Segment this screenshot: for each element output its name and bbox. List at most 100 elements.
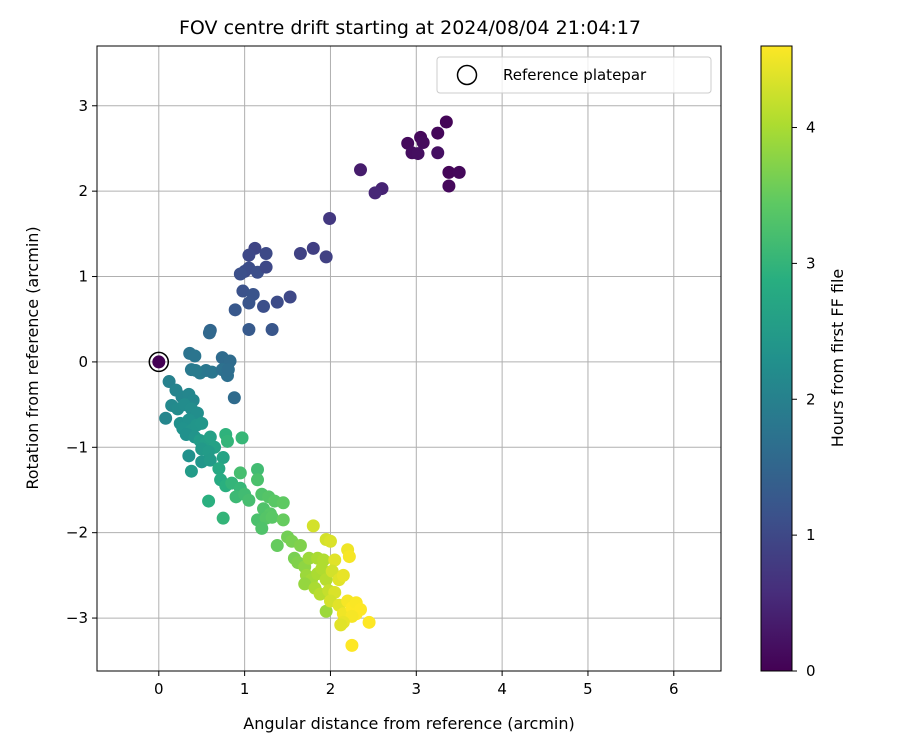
y-axis-ticks: −3 −2 −1 0 1 2 3: [66, 97, 97, 627]
scatter-point: [242, 248, 256, 262]
scatter-point: [342, 550, 356, 564]
reference-point: [152, 355, 166, 369]
y-axis-label: Rotation from reference (arcmin): [23, 226, 42, 489]
scatter-point: [257, 299, 271, 313]
colorbar-tick-label: 3: [806, 254, 816, 272]
axes-frame: [96, 45, 722, 672]
scatter-point: [306, 519, 320, 533]
scatter-point: [336, 568, 350, 582]
scatter-point: [184, 464, 198, 478]
colorbar-tick-label: 2: [806, 390, 816, 408]
grid-lines: [97, 46, 721, 671]
x-tick-label: 3: [412, 680, 422, 698]
scatter-point: [216, 451, 230, 465]
scatter-point: [431, 146, 445, 160]
scatter-points: [159, 115, 466, 652]
scatter-point: [442, 165, 456, 179]
x-tick-label: 4: [497, 680, 507, 698]
colorbar-tick-label: 1: [806, 526, 816, 544]
scatter-point: [368, 186, 382, 200]
scatter-point: [354, 163, 368, 177]
scatter-point: [293, 538, 307, 552]
scatter-point: [276, 513, 290, 527]
colorbar-tick-label: 4: [806, 119, 816, 137]
scatter-point: [216, 511, 230, 525]
scatter-point: [319, 250, 333, 264]
x-tick-label: 0: [154, 680, 164, 698]
scatter-point: [323, 211, 337, 225]
scatter-point: [270, 538, 284, 552]
scatter-point: [242, 493, 256, 507]
scatter-point: [442, 179, 456, 193]
scatter-point: [334, 618, 348, 632]
reference-marker-layer: [148, 351, 170, 373]
scatter-point: [452, 165, 466, 179]
scatter-point: [233, 466, 247, 480]
scatter-point: [189, 363, 203, 377]
scatter-point: [221, 363, 235, 377]
scatter-point: [293, 246, 307, 260]
scatter-point: [212, 462, 226, 476]
y-tick-label: 1: [78, 268, 88, 286]
scatter-point: [319, 604, 333, 618]
scatter-point: [416, 135, 430, 149]
y-tick-label: 0: [78, 353, 88, 371]
scatter-point: [251, 462, 265, 476]
x-tick-label: 1: [240, 680, 250, 698]
scatter-point: [323, 534, 337, 548]
x-tick-label: 6: [669, 680, 679, 698]
scatter-point: [270, 295, 284, 309]
scatter-point: [431, 126, 445, 140]
scatter-point: [283, 290, 297, 304]
scatter-point: [411, 147, 425, 161]
scatter-point: [251, 473, 265, 487]
scatter-point: [202, 326, 216, 340]
scatter-point: [306, 241, 320, 255]
chart-title: FOV centre drift starting at 2024/08/04 …: [179, 17, 641, 39]
y-tick-label: −3: [66, 609, 88, 627]
scatter-point: [265, 322, 279, 336]
legend: Reference platepar: [436, 56, 712, 94]
colorbar-tick-label: 0: [806, 662, 816, 680]
scatter-point: [182, 449, 196, 463]
scatter-point: [203, 430, 217, 444]
y-tick-label: −2: [66, 524, 88, 542]
scatter-point: [362, 615, 376, 629]
scatter-point: [227, 391, 241, 405]
scatter-point: [276, 496, 290, 510]
scatter-point: [235, 431, 249, 445]
scatter-point: [188, 349, 202, 363]
legend-reference-marker-icon: [456, 64, 478, 86]
x-axis-label: Angular distance from reference (arcmin): [243, 714, 574, 733]
y-tick-label: 3: [78, 97, 88, 115]
scatter-point: [205, 365, 219, 379]
scatter-point: [236, 284, 250, 298]
scatter-point: [315, 562, 329, 576]
scatter-point: [233, 267, 247, 281]
scatter-point: [265, 510, 279, 524]
scatter-point: [220, 434, 234, 448]
scatter-point: [159, 411, 173, 425]
scatter-point: [255, 521, 269, 535]
x-tick-label: 2: [326, 680, 336, 698]
scatter-point: [242, 322, 256, 336]
scatter-point: [259, 246, 273, 260]
scatter-point: [195, 416, 209, 430]
legend-label: Reference platepar: [503, 66, 647, 84]
y-tick-label: −1: [66, 438, 88, 456]
scatter-point: [439, 115, 453, 129]
y-tick-label: 2: [78, 182, 88, 200]
colorbar: [760, 45, 793, 672]
x-axis-ticks: 0 1 2 3 4 5 6: [154, 671, 679, 698]
scatter-point: [328, 553, 342, 567]
scatter-point: [202, 494, 216, 508]
scatter-point: [259, 260, 273, 274]
legend-box: [436, 56, 712, 94]
reference-platepar-marker: [148, 351, 170, 373]
colorbar-ticks: 0 1 2 3 4: [792, 119, 816, 680]
scatter-point: [242, 296, 256, 310]
scatter-point: [298, 577, 312, 591]
x-tick-label: 5: [583, 680, 593, 698]
scatter-point: [228, 303, 242, 317]
